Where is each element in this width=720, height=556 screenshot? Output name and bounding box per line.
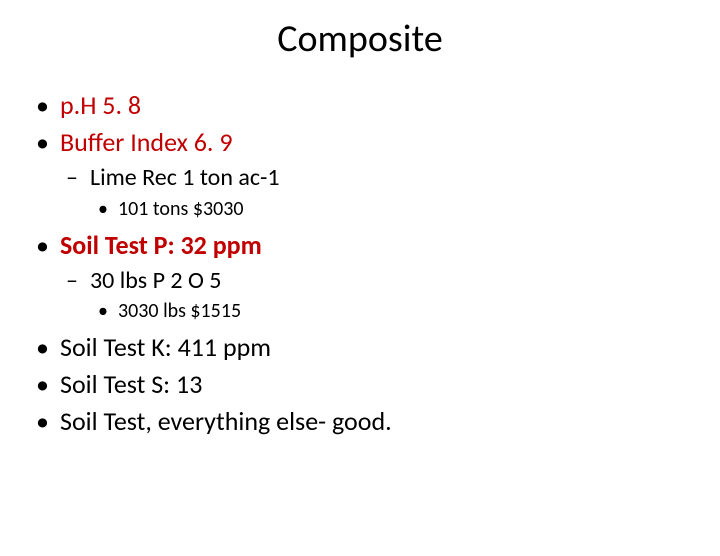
item-text: p.H 5. 8 xyxy=(60,89,141,121)
slide: Composite p.H 5. 8 Buffer Index 6. 9 Lim… xyxy=(0,16,720,556)
item-text: 30 lbs P 2 O 5 xyxy=(90,266,221,295)
bullet-list: Soil Test P: 32 ppm xyxy=(34,228,686,263)
bullet-list-lvl3: 3030 lbs $1515 xyxy=(92,298,686,325)
item-text: Soil Test, everything else- good. xyxy=(60,405,392,437)
bullet-list-lvl3: 101 tons $3030 xyxy=(92,196,686,223)
slide-title: Composite xyxy=(0,16,720,62)
item-text: 101 tons $3030 xyxy=(118,197,244,221)
list-item: p.H 5. 8 xyxy=(34,88,686,123)
list-item: Lime Rec 1 ton ac-1 xyxy=(62,162,686,194)
slide-body: p.H 5. 8 Buffer Index 6. 9 Lime Rec 1 to… xyxy=(0,88,720,439)
item-text: Soil Test S: 13 xyxy=(60,368,202,400)
item-text: Lime Rec 1 ton ac-1 xyxy=(90,163,280,192)
list-item: Soil Test P: 32 ppm xyxy=(34,228,686,263)
bullet-list-lvl2: Lime Rec 1 ton ac-1 xyxy=(62,162,686,194)
item-text: Buffer Index 6. 9 xyxy=(60,126,233,158)
list-item: 3030 lbs $1515 xyxy=(92,298,686,325)
bullet-list: p.H 5. 8 Buffer Index 6. 9 xyxy=(34,88,686,160)
list-item: Soil Test K: 411 ppm xyxy=(34,330,686,365)
item-text: Soil Test P: 32 ppm xyxy=(60,229,262,261)
list-item: Buffer Index 6. 9 xyxy=(34,125,686,160)
list-item: Soil Test, everything else- good. xyxy=(34,404,686,439)
list-item: 101 tons $3030 xyxy=(92,196,686,223)
list-item: Soil Test S: 13 xyxy=(34,367,686,402)
list-item: 30 lbs P 2 O 5 xyxy=(62,265,686,297)
bullet-list: Soil Test K: 411 ppm Soil Test S: 13 Soi… xyxy=(34,330,686,439)
item-text: Soil Test K: 411 ppm xyxy=(60,331,271,363)
bullet-list-lvl2: 30 lbs P 2 O 5 xyxy=(62,265,686,297)
item-text: 3030 lbs $1515 xyxy=(118,299,241,323)
